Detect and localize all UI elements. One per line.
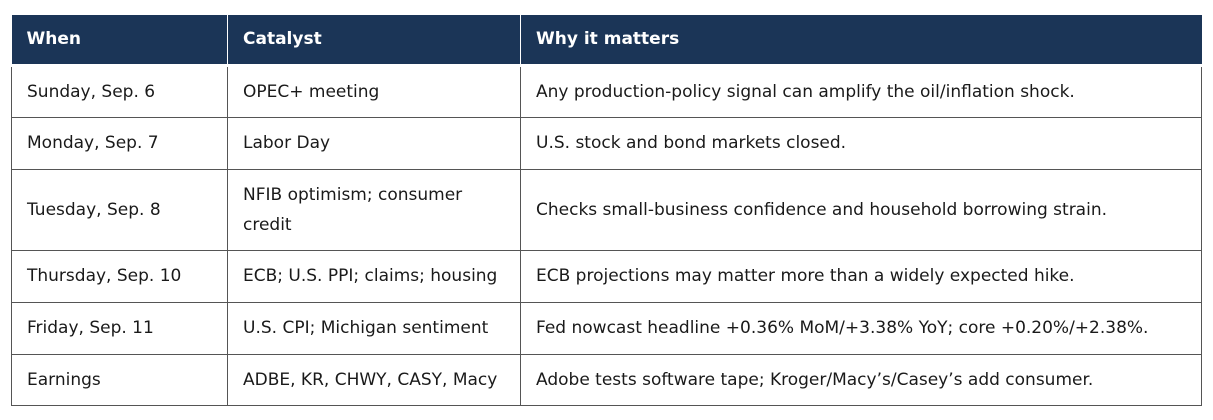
cell-when: Friday, Sep. 11 <box>11 301 228 355</box>
table-row: Thursday, Sep. 10 ECB; U.S. PPI; claims;… <box>11 249 1202 303</box>
catalyst-calendar-table-wrapper: When Catalyst Why it matters Sunday, Sep… <box>11 15 1202 406</box>
header-row: When Catalyst Why it matters <box>11 15 1202 67</box>
table-header: When Catalyst Why it matters <box>11 15 1202 67</box>
cell-catalyst: Labor Day <box>227 116 521 170</box>
table-row: Sunday, Sep. 6 OPEC+ meeting Any product… <box>11 64 1202 118</box>
cell-when: Sunday, Sep. 6 <box>11 64 228 118</box>
cell-why: Checks small-business confidence and hou… <box>520 168 1202 251</box>
cell-when: Thursday, Sep. 10 <box>11 249 228 303</box>
table-row: Friday, Sep. 11 U.S. CPI; Michigan senti… <box>11 301 1202 355</box>
cell-catalyst: U.S. CPI; Michigan sentiment <box>227 301 521 355</box>
cell-when: Earnings <box>11 353 228 406</box>
cell-catalyst: ECB; U.S. PPI; claims; housing <box>227 249 521 303</box>
table-row: Monday, Sep. 7 Labor Day U.S. stock and … <box>11 116 1202 170</box>
cell-why: Fed nowcast headline +0.36% MoM/+3.38% Y… <box>520 301 1202 355</box>
cell-catalyst: OPEC+ meeting <box>227 64 521 118</box>
header-catalyst: Catalyst <box>227 15 521 67</box>
table-row: Earnings ADBE, KR, CHWY, CASY, Macy Adob… <box>11 353 1202 406</box>
cell-when: Tuesday, Sep. 8 <box>11 168 228 251</box>
cell-catalyst: ADBE, KR, CHWY, CASY, Macy <box>227 353 521 406</box>
cell-why: ECB projections may matter more than a w… <box>520 249 1202 303</box>
cell-why: Any production-policy signal can amplify… <box>520 64 1202 118</box>
catalyst-calendar-table: When Catalyst Why it matters Sunday, Sep… <box>11 15 1202 406</box>
table-body: Sunday, Sep. 6 OPEC+ meeting Any product… <box>11 64 1202 406</box>
header-when: When <box>11 15 228 67</box>
cell-catalyst: NFIB optimism; consumer credit <box>227 168 521 251</box>
header-why-it-matters: Why it matters <box>520 15 1202 67</box>
table-row: Tuesday, Sep. 8 NFIB optimism; consumer … <box>11 168 1202 251</box>
cell-why: Adobe tests software tape; Kroger/Macy’s… <box>520 353 1202 406</box>
cell-when: Monday, Sep. 7 <box>11 116 228 170</box>
cell-why: U.S. stock and bond markets closed. <box>520 116 1202 170</box>
